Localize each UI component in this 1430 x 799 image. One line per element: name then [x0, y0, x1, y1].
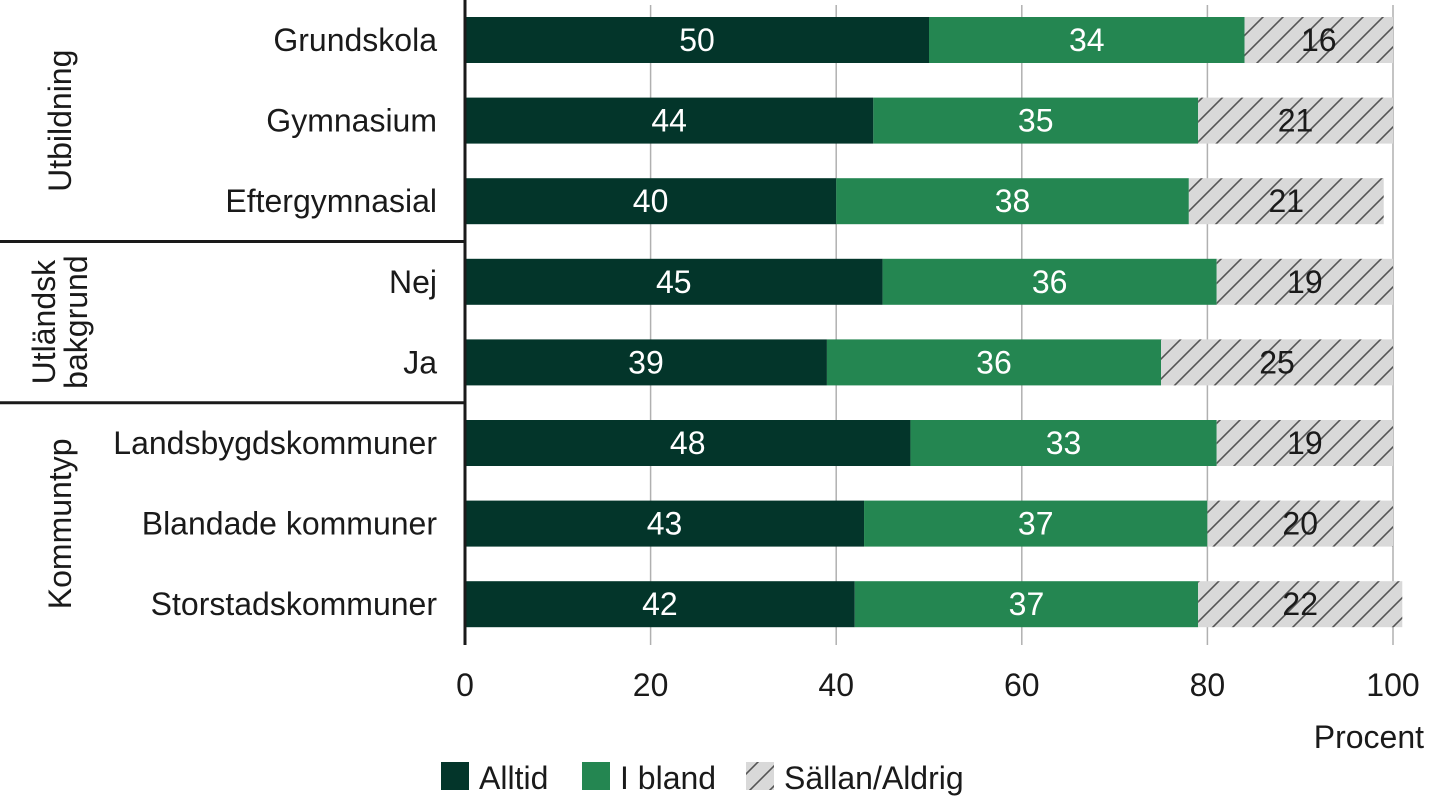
data-label-sällan-aldrig-eftergymnasial: 21	[1268, 183, 1304, 219]
bar-i-bland-gymnasium	[873, 97, 1199, 144]
labels: 0 20 40 60 80 100 50 34 16 Grundskola 44 35 21 Gymnas…	[26, 22, 1420, 703]
category-label-landsbygdskommuner: Landsbygdskommuner	[113, 425, 437, 461]
data-label-i-bland-storstadskommuner: 37	[1009, 586, 1045, 622]
x-tick-label-20: 20	[633, 667, 669, 703]
data-label-i-bland-nej: 36	[1032, 264, 1068, 300]
data-label-alltid-gymnasium: 44	[651, 103, 687, 139]
legend-swatch-alltid	[441, 762, 469, 790]
data-label-alltid-grundskola: 50	[679, 22, 715, 58]
data-label-sällan-aldrig-storstadskommuner: 22	[1282, 586, 1318, 622]
data-label-i-bland-eftergymnasial: 38	[995, 183, 1031, 219]
data-label-i-bland-gymnasium: 35	[1018, 103, 1054, 139]
bar-alltid-ja	[465, 339, 827, 386]
bar-i-bland-storstadskommuner	[854, 581, 1199, 628]
category-label-gymnasium: Gymnasium	[266, 103, 437, 139]
bar-i-bland-eftergymnasial	[836, 178, 1189, 225]
group-label-utländsk-bakgrund-line-2: bakgrund	[58, 255, 94, 388]
category-label-storstadskommuner: Storstadskommuner	[151, 586, 438, 622]
bar-sällan-aldrig-grundskola	[1244, 17, 1393, 63]
data-label-alltid-ja: 39	[628, 344, 664, 380]
bar-i-bland-grundskola	[929, 17, 1245, 63]
group-label-kommuntyp: Kommuntyp	[42, 438, 78, 609]
bar-alltid-storstadskommuner	[465, 581, 855, 628]
legend-label-alltid: Alltid	[479, 760, 548, 796]
data-label-alltid-nej: 45	[656, 264, 692, 300]
bar-i-bland-landsbygdskommuner	[910, 420, 1217, 466]
bar-sällan-aldrig-blandade-kommuner	[1207, 500, 1393, 547]
category-label-eftergymnasial: Eftergymnasial	[225, 183, 437, 219]
data-label-sällan-aldrig-landsbygdskommuner: 19	[1287, 425, 1323, 461]
x-tick-label-0: 0	[456, 667, 474, 703]
bar-alltid-nej	[465, 258, 883, 305]
bar-alltid-blandade-kommuner	[465, 500, 865, 547]
data-label-sällan-aldrig-grundskola: 16	[1301, 22, 1337, 58]
x-tick-label-40: 40	[818, 667, 854, 703]
data-label-i-bland-grundskola: 34	[1069, 22, 1105, 58]
bars	[465, 17, 1403, 628]
axes	[0, 0, 467, 645]
category-label-ja: Ja	[403, 344, 437, 380]
x-axis-unit-label: Procent	[1314, 719, 1424, 755]
legend-label-sällan-aldrig: Sällan/Aldrig	[784, 760, 964, 796]
x-tick-label-80: 80	[1190, 667, 1226, 703]
bar-i-bland-blandade-kommuner	[864, 500, 1208, 547]
bar-sällan-aldrig-eftergymnasial	[1188, 178, 1384, 225]
bar-sällan-aldrig-nej	[1216, 258, 1393, 305]
bar-alltid-gymnasium	[465, 97, 874, 144]
category-label-grundskola: Grundskola	[273, 22, 437, 58]
bar-sällan-aldrig-storstadskommuner	[1198, 581, 1403, 628]
data-label-sällan-aldrig-ja: 25	[1259, 344, 1295, 380]
group-label-utländsk-bakgrund-line-1: Utländsk	[26, 259, 62, 385]
x-tick-label-100: 100	[1366, 667, 1419, 703]
data-label-alltid-storstadskommuner: 42	[642, 586, 678, 622]
bar-sällan-aldrig-gymnasium	[1198, 97, 1393, 144]
data-label-alltid-eftergymnasial: 40	[633, 183, 669, 219]
legend: Alltid I bland Sällan/Aldrig	[441, 760, 964, 796]
bar-sällan-aldrig-ja	[1161, 339, 1393, 386]
data-label-sällan-aldrig-blandade-kommuner: 20	[1282, 506, 1318, 542]
bar-sällan-aldrig-landsbygdskommuner	[1216, 420, 1393, 466]
legend-label-i-bland: I bland	[620, 760, 716, 796]
x-tick-label-60: 60	[1004, 667, 1040, 703]
data-label-i-bland-blandade-kommuner: 37	[1018, 506, 1054, 542]
data-label-alltid-landsbygdskommuner: 48	[670, 425, 706, 461]
category-label-blandade-kommuner: Blandade kommuner	[142, 506, 438, 542]
bar-i-bland-ja	[826, 339, 1161, 386]
bar-alltid-landsbygdskommuner	[465, 420, 911, 466]
bar-alltid-grundskola	[465, 17, 929, 63]
data-label-sällan-aldrig-nej: 19	[1287, 264, 1323, 300]
group-label-utbildning: Utbildning	[42, 50, 78, 192]
data-label-sällan-aldrig-gymnasium: 21	[1278, 103, 1314, 139]
data-label-i-bland-ja: 36	[976, 344, 1012, 380]
category-label-nej: Nej	[389, 264, 437, 300]
legend-swatch-i-bland	[582, 762, 610, 790]
bar-i-bland-nej	[882, 258, 1217, 305]
data-label-i-bland-landsbygdskommuner: 33	[1046, 425, 1082, 461]
data-label-alltid-blandade-kommuner: 43	[647, 506, 683, 542]
bar-alltid-eftergymnasial	[465, 178, 837, 225]
legend-swatch-sällan-aldrig	[746, 762, 774, 790]
